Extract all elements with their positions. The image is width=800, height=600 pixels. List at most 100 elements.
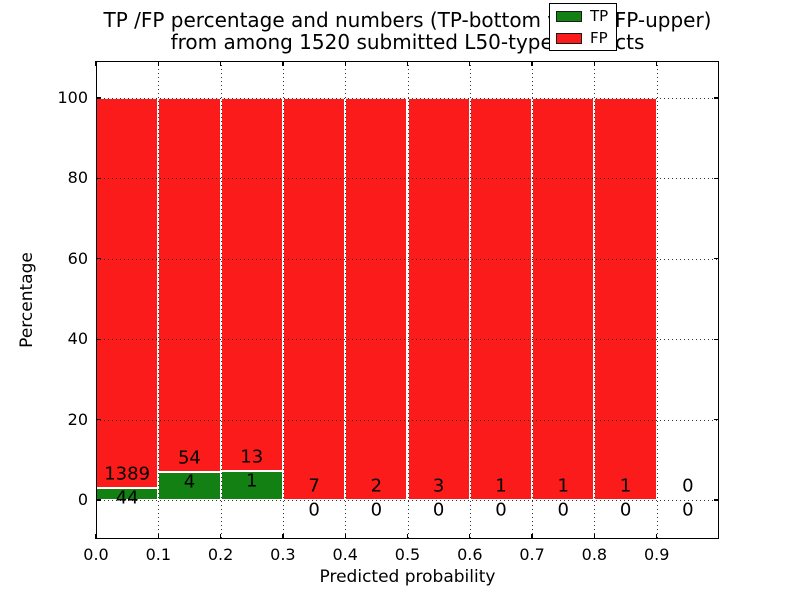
tick-x-top-0.0 — [95, 61, 97, 66]
tick-y-left-0 — [96, 499, 101, 501]
bar-segment-tp-1 — [158, 472, 221, 500]
bar-segment-fp-7 — [532, 98, 595, 500]
x-tick-label-0.7: 0.7 — [519, 545, 545, 564]
gridline-x-0.3 — [282, 61, 284, 539]
legend-item-tp: TP — [556, 6, 610, 25]
x-tick-label-0.3: 0.3 — [270, 545, 296, 564]
y-tick-label-80: 80 — [67, 168, 88, 188]
bar-segment-fp-2 — [220, 98, 283, 472]
tick-x-top-0.2 — [219, 61, 222, 66]
x-tick-label-0.9: 0.9 — [643, 545, 670, 564]
gridline-x-0.2 — [220, 61, 222, 539]
tick-x-top-0.4 — [344, 61, 346, 66]
tick-x-top-0.1 — [157, 61, 159, 66]
bar-count-fp-8: 1 — [619, 475, 632, 497]
bar-count-tp-4: 0 — [370, 499, 383, 521]
tp-color-swatch-icon — [556, 10, 582, 22]
legend-label-fp: FP — [590, 28, 608, 47]
tick-x-top-0.7 — [531, 61, 533, 66]
bar-count-fp-7: 1 — [557, 475, 569, 497]
gridline-x-0.5 — [407, 61, 409, 539]
bar-count-tp-1: 4 — [183, 471, 196, 493]
tick-x-bottom-0.4 — [344, 534, 346, 539]
bar-segment-tp-2 — [220, 471, 283, 500]
bar-segment-fp-1 — [158, 98, 221, 473]
x-tick-label-0.0: 0.0 — [83, 545, 109, 564]
x-tick-label-0.6: 0.6 — [457, 545, 483, 564]
gridline-x-0.8 — [594, 61, 596, 539]
tick-x-top-0.5 — [406, 61, 409, 66]
bar-count-fp-3: 7 — [308, 475, 320, 497]
tick-x-bottom-0.8 — [593, 534, 596, 539]
gridline-x-0.9 — [656, 61, 658, 539]
bar-count-tp-6: 0 — [495, 499, 507, 521]
tick-y-right-40 — [714, 338, 719, 340]
gridline-x-0.4 — [345, 61, 347, 539]
bar-segment-fp-4 — [345, 98, 408, 500]
bar-segment-fp-5 — [407, 98, 470, 500]
bar-count-tp-9: 0 — [682, 499, 694, 521]
chart-title-line-1: TP /FP percentage and numbers (TP-bottom… — [103, 8, 712, 32]
tick-y-right-100 — [714, 97, 719, 99]
gridline-x-0.0 — [96, 61, 97, 539]
bar-count-fp-5: 3 — [432, 475, 445, 497]
gridline-x-0.7 — [532, 61, 534, 539]
tick-x-bottom-0.9 — [656, 534, 658, 539]
tick-y-left-40 — [96, 338, 101, 340]
tick-y-left-60 — [96, 258, 101, 260]
tick-x-top-0.6 — [469, 61, 471, 66]
bar-count-tp-0: 44 — [115, 487, 139, 509]
bar-count-fp-2: 13 — [240, 446, 264, 468]
x-tick-label-0.4: 0.4 — [332, 545, 358, 564]
bar-segment-fp-0 — [96, 98, 159, 488]
bar-count-tp-3: 0 — [308, 499, 320, 521]
tick-x-bottom-0.7 — [531, 534, 533, 539]
tick-x-bottom-0.2 — [219, 534, 222, 539]
bar-count-fp-1: 54 — [177, 447, 201, 469]
bar-count-fp-9: 0 — [682, 475, 694, 497]
bar-segment-fp-6 — [469, 98, 533, 500]
tick-x-top-0.3 — [282, 61, 284, 66]
tick-x-top-0.9 — [656, 61, 658, 66]
legend-item-fp: FP — [556, 28, 610, 47]
x-tick-label-0.8: 0.8 — [581, 545, 608, 564]
tick-y-right-60 — [714, 258, 719, 260]
chart-title-line-2: from among 1520 submitted L50-type conta… — [170, 30, 645, 54]
bar-segment-fp-8 — [594, 98, 657, 500]
bar-count-tp-8: 0 — [619, 499, 632, 521]
y-tick-label-60: 60 — [67, 248, 88, 268]
gridline-x-0.6 — [469, 61, 471, 539]
tick-y-right-80 — [714, 177, 719, 180]
bar-count-tp-5: 0 — [432, 499, 445, 521]
y-tick-label-0: 0 — [77, 490, 88, 509]
tick-x-bottom-0.1 — [157, 534, 159, 539]
tick-y-right-20 — [714, 418, 719, 421]
bar-count-fp-0: 1389 — [104, 463, 151, 485]
x-tick-label-0.5: 0.5 — [394, 545, 421, 564]
bar-count-tp-7: 0 — [557, 499, 569, 521]
bar-segment-fp-3 — [282, 98, 346, 500]
y-tick-label-100: 100 — [57, 88, 88, 107]
fp-color-swatch-icon — [556, 32, 582, 44]
bar-count-fp-6: 1 — [495, 475, 507, 497]
x-axis-label: Predicted probability — [319, 567, 496, 587]
tick-y-left-100 — [96, 97, 101, 99]
legend: TP FP — [549, 3, 617, 51]
x-tick-label-0.2: 0.2 — [207, 545, 234, 564]
gridline-x-0.1 — [158, 61, 160, 539]
tick-x-bottom-0.3 — [282, 534, 284, 539]
tick-y-left-20 — [96, 418, 101, 421]
tick-x-bottom-0.5 — [406, 534, 409, 539]
bar-count-tp-2: 1 — [246, 470, 258, 492]
bar-count-fp-4: 2 — [370, 475, 383, 497]
x-tick-label-0.1: 0.1 — [145, 545, 172, 564]
y-tick-label-40: 40 — [67, 329, 88, 349]
tick-x-bottom-0.6 — [469, 534, 471, 539]
tick-x-top-0.8 — [593, 61, 596, 66]
tick-y-left-80 — [96, 177, 101, 180]
legend-label-tp: TP — [590, 6, 609, 25]
tick-y-right-0 — [714, 499, 719, 501]
tick-x-bottom-0.0 — [95, 534, 97, 539]
plot-area: 1389 44 54 4 13 1 7 0 2 0 3 0 1 0 1 0 1 0 0 0 — [95, 61, 719, 539]
